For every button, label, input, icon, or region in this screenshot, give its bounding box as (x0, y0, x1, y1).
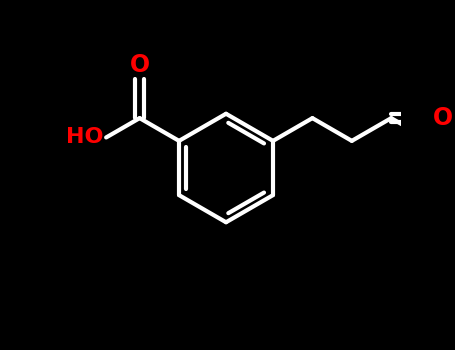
Text: O: O (130, 52, 150, 77)
Text: HO: HO (66, 127, 103, 147)
Text: O: O (433, 106, 453, 130)
